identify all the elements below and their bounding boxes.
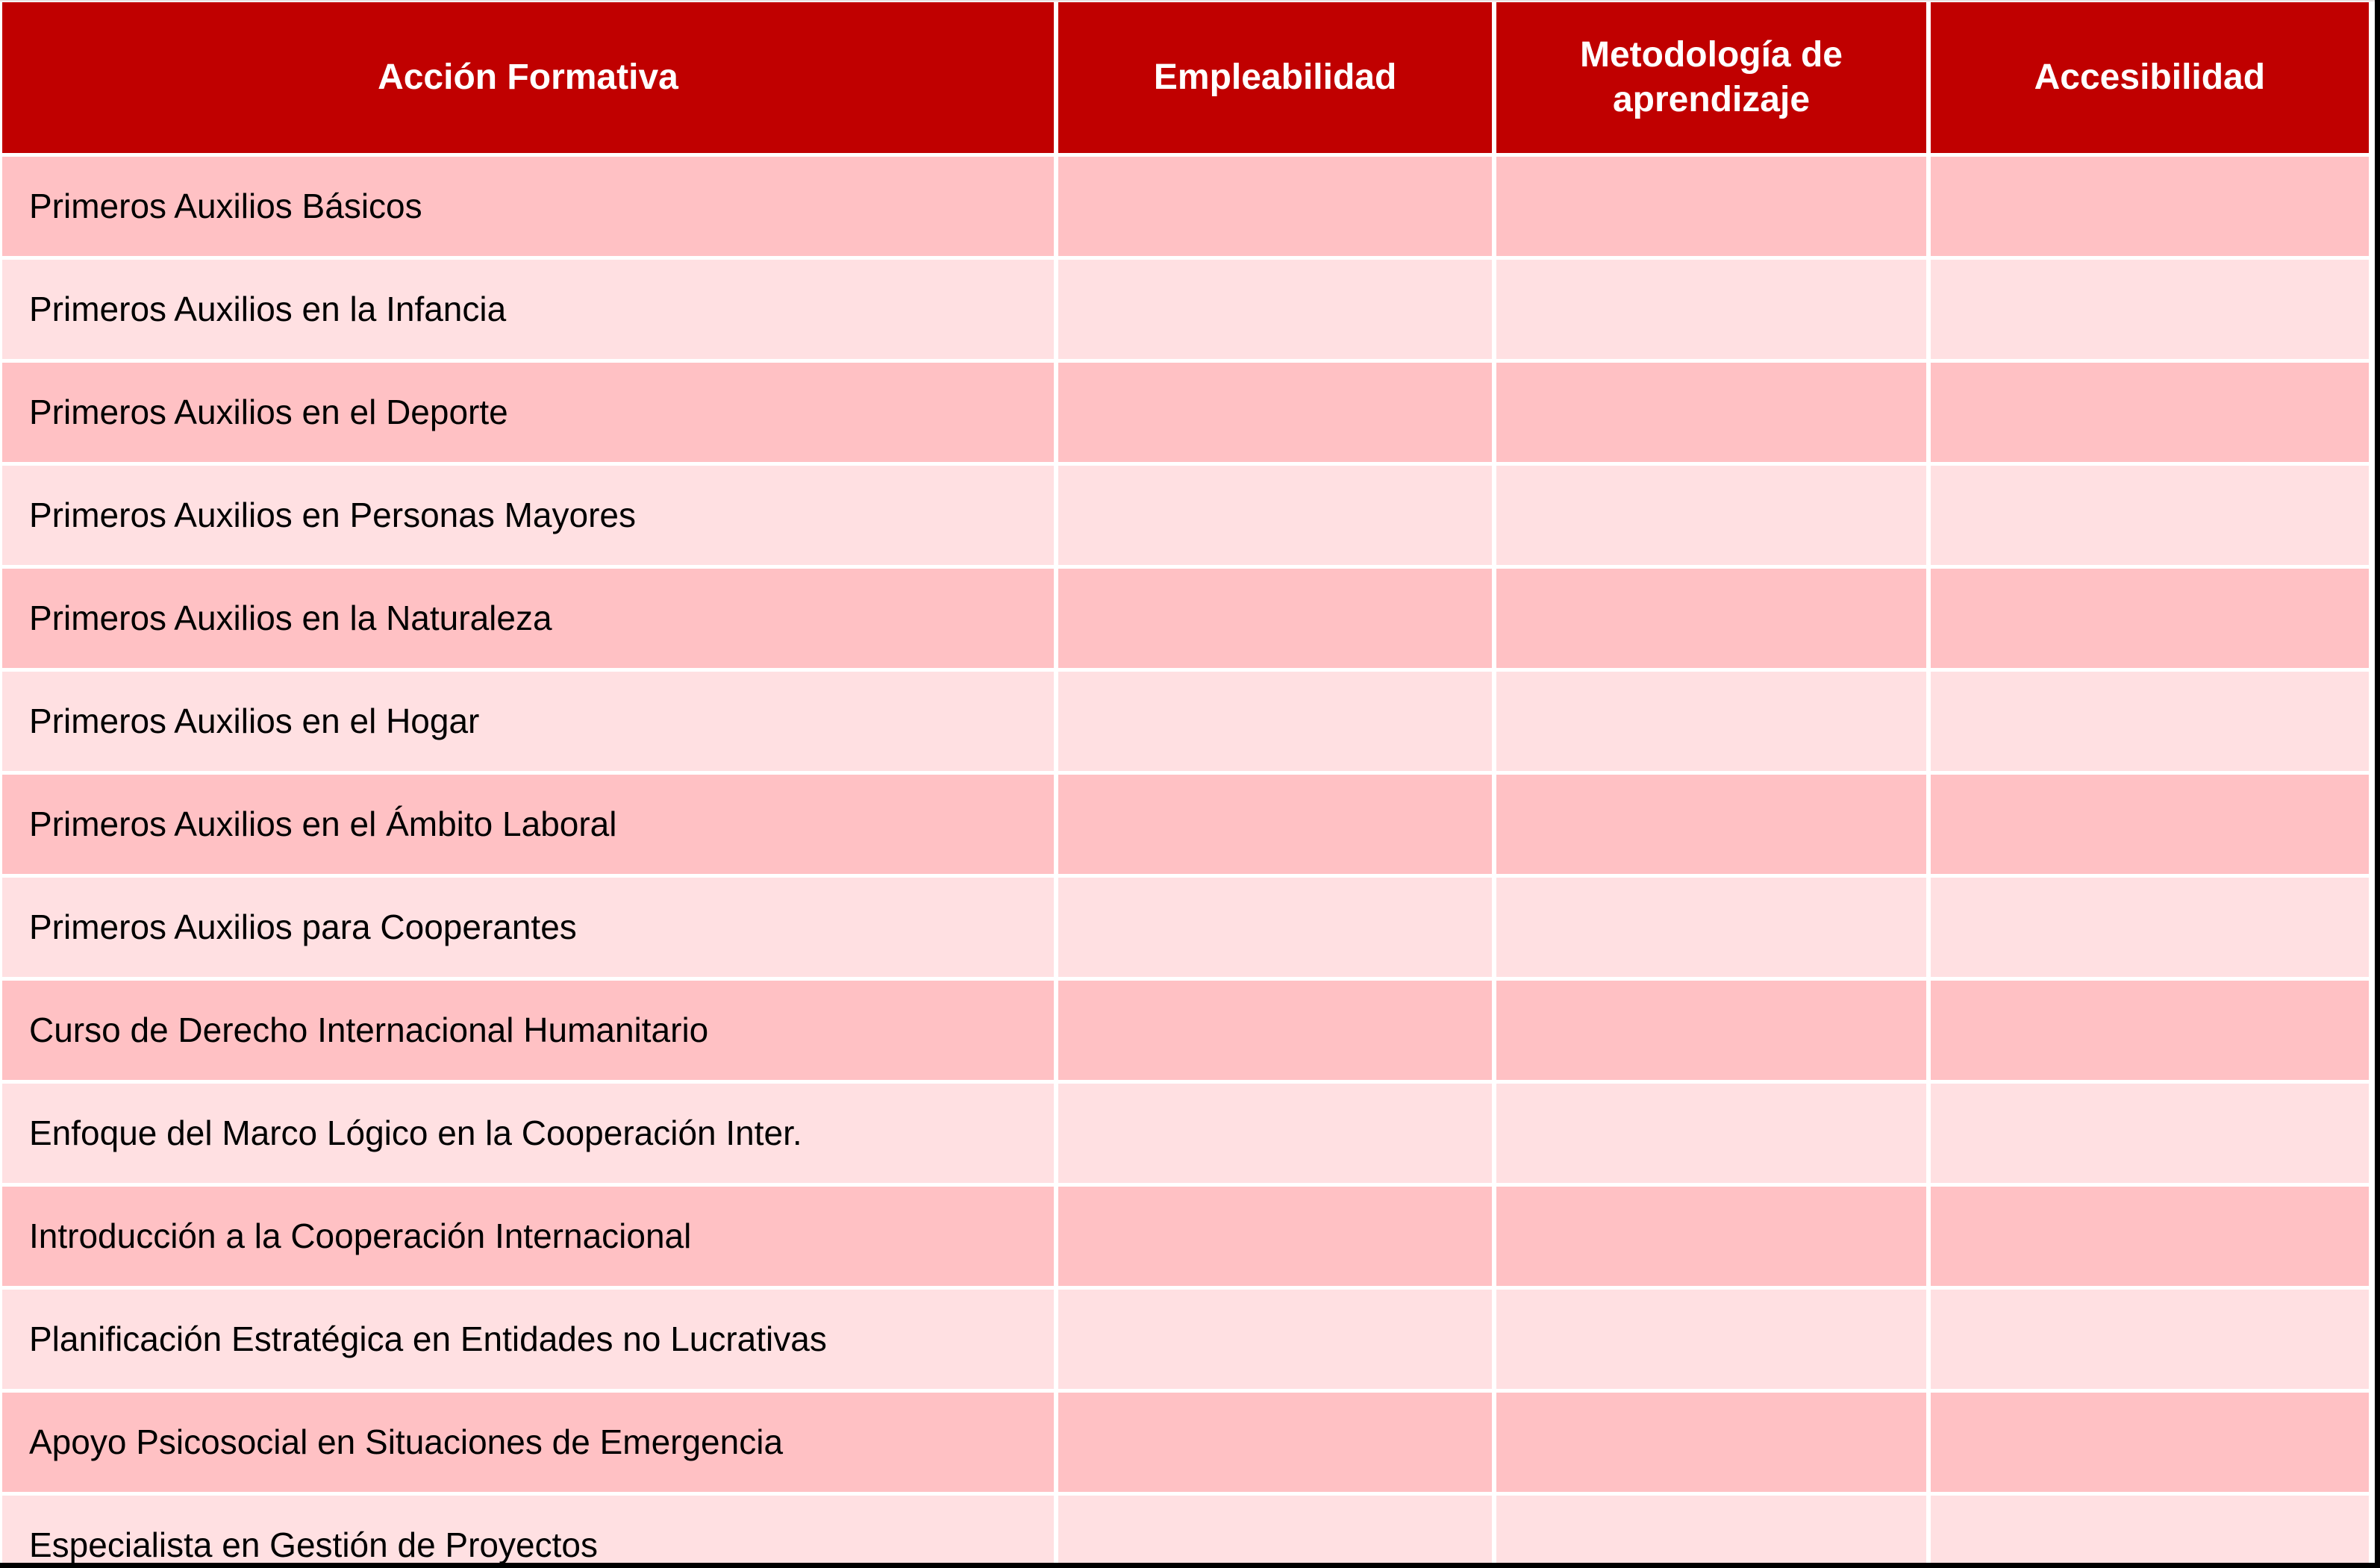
cell-accion-formativa: Primeros Auxilios para Cooperantes (2, 878, 1054, 977)
cell-empleabilidad (1058, 260, 1493, 359)
cell-accesibilidad (1930, 1187, 2369, 1286)
cell-empleabilidad (1058, 363, 1493, 462)
cell-empleabilidad (1058, 569, 1493, 668)
table-row: Primeros Auxilios para Cooperantes (2, 878, 2369, 977)
cell-accesibilidad (1930, 569, 2369, 668)
right-border-line (2375, 0, 2380, 1568)
cell-accion-formativa: Primeros Auxilios en Personas Mayores (2, 466, 1054, 565)
cell-accesibilidad (1930, 981, 2369, 1080)
cell-empleabilidad (1058, 981, 1493, 1080)
table-row: Primeros Auxilios Básicos (2, 157, 2369, 256)
cell-metodologia-de-aprendizaje (1496, 157, 1926, 256)
cell-metodologia-de-aprendizaje (1496, 1496, 1926, 1568)
top-edge-line (0, 0, 2375, 1)
table-row: Primeros Auxilios en el Deporte (2, 363, 2369, 462)
column-header-accesibilidad: Accesibilidad (1930, 2, 2369, 153)
table-row: Enfoque del Marco Lógico en la Cooperaci… (2, 1084, 2369, 1183)
cell-empleabilidad (1058, 1187, 1493, 1286)
cell-accesibilidad (1930, 775, 2369, 874)
cell-empleabilidad (1058, 157, 1493, 256)
cell-metodologia-de-aprendizaje (1496, 1393, 1926, 1492)
cell-empleabilidad (1058, 775, 1493, 874)
table-row: Primeros Auxilios en Personas Mayores (2, 466, 2369, 565)
cell-metodologia-de-aprendizaje (1496, 981, 1926, 1080)
cell-metodologia-de-aprendizaje (1496, 878, 1926, 977)
table-row: Curso de Derecho Internacional Humanitar… (2, 981, 2369, 1080)
cell-accesibilidad (1930, 466, 2369, 565)
cell-accion-formativa: Apoyo Psicosocial en Situaciones de Emer… (2, 1393, 1054, 1492)
cell-accion-formativa: Curso de Derecho Internacional Humanitar… (2, 981, 1054, 1080)
column-header-metodologia-de-aprendizaje: Metodología de aprendizaje (1496, 2, 1926, 153)
cell-accion-formativa: Enfoque del Marco Lógico en la Cooperaci… (2, 1084, 1054, 1183)
table-row: Primeros Auxilios en el Hogar (2, 672, 2369, 771)
cell-metodologia-de-aprendizaje (1496, 1187, 1926, 1286)
cell-accion-formativa: Primeros Auxilios en la Infancia (2, 260, 1054, 359)
table-row: Especialista en Gestión de Proyectos (2, 1496, 2369, 1568)
cell-accion-formativa: Especialista en Gestión de Proyectos (2, 1496, 1054, 1568)
cell-accesibilidad (1930, 1496, 2369, 1568)
cell-accesibilidad (1930, 363, 2369, 462)
table-header-row: Acción Formativa Empleabilidad Metodolog… (2, 2, 2369, 153)
cell-accion-formativa: Planificación Estratégica en Entidades n… (2, 1290, 1054, 1389)
table-row: Apoyo Psicosocial en Situaciones de Emer… (2, 1393, 2369, 1492)
cell-empleabilidad (1058, 1393, 1493, 1492)
cell-empleabilidad (1058, 672, 1493, 771)
cell-metodologia-de-aprendizaje (1496, 1290, 1926, 1389)
cell-accion-formativa: Primeros Auxilios en la Naturaleza (2, 569, 1054, 668)
column-header-accion-formativa: Acción Formativa (2, 2, 1054, 153)
cell-empleabilidad (1058, 1084, 1493, 1183)
cell-metodologia-de-aprendizaje (1496, 466, 1926, 565)
cell-accesibilidad (1930, 1290, 2369, 1389)
cell-empleabilidad (1058, 466, 1493, 565)
cell-metodologia-de-aprendizaje (1496, 1084, 1926, 1183)
cell-accesibilidad (1930, 1393, 2369, 1492)
table-row: Primeros Auxilios en la Infancia (2, 260, 2369, 359)
table-row: Planificación Estratégica en Entidades n… (2, 1290, 2369, 1389)
cell-accion-formativa: Primeros Auxilios Básicos (2, 157, 1054, 256)
cell-accesibilidad (1930, 672, 2369, 771)
cell-accion-formativa: Primeros Auxilios en el Hogar (2, 672, 1054, 771)
cell-accion-formativa: Primeros Auxilios en el Ámbito Laboral (2, 775, 1054, 874)
cell-metodologia-de-aprendizaje (1496, 672, 1926, 771)
cell-accesibilidad (1930, 1084, 2369, 1183)
cell-accion-formativa: Primeros Auxilios en el Deporte (2, 363, 1054, 462)
cell-metodologia-de-aprendizaje (1496, 363, 1926, 462)
cell-metodologia-de-aprendizaje (1496, 569, 1926, 668)
cell-accesibilidad (1930, 157, 2369, 256)
cell-metodologia-de-aprendizaje (1496, 260, 1926, 359)
cell-accion-formativa: Introducción a la Cooperación Internacio… (2, 1187, 1054, 1286)
cell-accesibilidad (1930, 260, 2369, 359)
cell-empleabilidad (1058, 878, 1493, 977)
cell-metodologia-de-aprendizaje (1496, 775, 1926, 874)
table-row: Primeros Auxilios en el Ámbito Laboral (2, 775, 2369, 874)
table-row: Introducción a la Cooperación Internacio… (2, 1187, 2369, 1286)
column-header-empleabilidad: Empleabilidad (1058, 2, 1493, 153)
cell-accesibilidad (1930, 878, 2369, 977)
table-row: Primeros Auxilios en la Naturaleza (2, 569, 2369, 668)
bottom-border-line (0, 1563, 2380, 1568)
cell-empleabilidad (1058, 1290, 1493, 1389)
cell-empleabilidad (1058, 1496, 1493, 1568)
